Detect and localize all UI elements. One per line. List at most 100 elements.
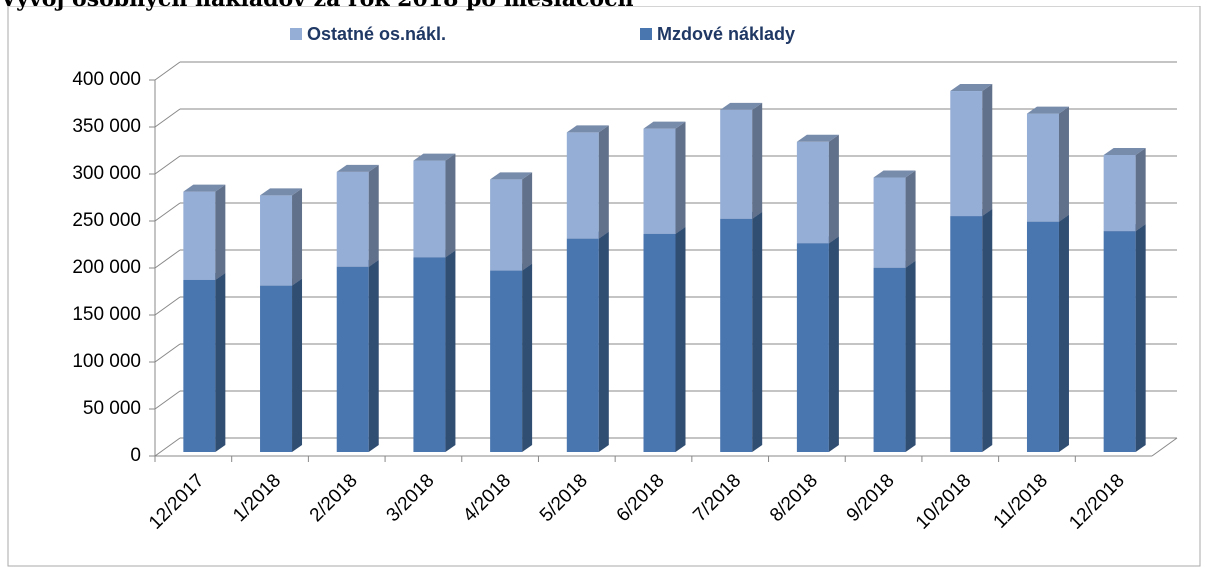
legend-label: Ostatné os.nákl. (307, 24, 446, 44)
bar-side (522, 263, 533, 452)
bar (413, 250, 456, 452)
y-tick-label: 200 000 (72, 257, 141, 278)
grid-line (154, 61, 181, 81)
bar-side (445, 250, 456, 452)
bar (490, 263, 533, 452)
legend-swatch (290, 28, 302, 40)
bar (336, 259, 379, 452)
bar-front (720, 218, 753, 452)
y-tick-label: 150 000 (72, 304, 141, 325)
bar-side (368, 259, 379, 452)
bar-side (522, 172, 533, 271)
bar (720, 211, 763, 452)
bar (873, 260, 916, 452)
bar-side (215, 184, 226, 280)
bar-front (873, 177, 906, 268)
bar (336, 164, 379, 267)
bar-top (566, 125, 609, 133)
bar-front (1103, 154, 1136, 232)
bar-side (215, 272, 226, 452)
bar-front (1026, 113, 1059, 222)
bar-front (413, 257, 446, 452)
bar-front (566, 132, 599, 239)
bar-side (905, 260, 916, 452)
bar-side (598, 231, 609, 452)
bar-front (490, 270, 523, 452)
bar-front (1026, 221, 1059, 452)
bar-front (260, 285, 293, 452)
bar-side (675, 226, 686, 452)
bar-front (1103, 231, 1136, 452)
bar-top (1103, 147, 1146, 155)
bar-top (720, 102, 763, 110)
legend-swatch (640, 28, 652, 40)
bar-side (598, 125, 609, 239)
bar (643, 226, 686, 452)
bar-front (413, 160, 446, 258)
y-tick-label: 0 (130, 445, 141, 466)
bar (183, 184, 226, 280)
bar-front (643, 128, 676, 234)
bar-top (1026, 106, 1069, 114)
y-tick-label: 350 000 (72, 116, 141, 137)
bar-side (828, 236, 839, 452)
bar-side (368, 164, 379, 267)
bar-front (643, 233, 676, 452)
bar-front (796, 243, 829, 452)
bar-side (982, 209, 993, 452)
bar-side (752, 102, 763, 219)
bar (566, 231, 609, 452)
bar-top (796, 134, 839, 142)
bar-side (828, 134, 839, 244)
legend-label: Mzdové náklady (657, 24, 795, 44)
y-tick-label: 300 000 (72, 163, 141, 184)
bar-front (720, 109, 753, 219)
y-tick-label: 50 000 (83, 398, 141, 419)
y-tick-label: 250 000 (72, 210, 141, 231)
bar-side (982, 84, 993, 217)
bar (720, 102, 763, 219)
bar-front (950, 91, 983, 217)
grid-line (154, 202, 181, 222)
bar (1103, 224, 1146, 452)
axis (1151, 437, 1178, 457)
bar-top (413, 153, 456, 161)
bar (950, 209, 993, 452)
bar-top (260, 188, 303, 196)
bar-side (292, 188, 303, 286)
title-band (0, 0, 1208, 6)
bar-front (183, 279, 216, 452)
grid-line (154, 155, 181, 175)
bar-front (796, 141, 829, 244)
bar-top (950, 84, 993, 92)
bar-top (490, 172, 533, 180)
bar-side (752, 211, 763, 452)
bar (873, 170, 916, 268)
bar (260, 278, 303, 452)
bar-front (336, 266, 369, 452)
bar (566, 125, 609, 239)
bar-front (566, 238, 599, 452)
grid-line (154, 108, 181, 128)
bar-front (183, 191, 216, 280)
bar (796, 236, 839, 452)
bar (1026, 214, 1069, 452)
grid-line (154, 249, 181, 269)
y-tick-label: 100 000 (72, 351, 141, 372)
grid-line (154, 390, 181, 410)
bar (413, 153, 456, 258)
grid-line (154, 437, 181, 457)
bar-side (1058, 214, 1069, 452)
bar-side (1058, 106, 1069, 222)
bar (1103, 147, 1146, 232)
chart-title: Vývoj osobných nákladov za rok 2018 po m… (0, 0, 634, 12)
bar-side (1135, 224, 1146, 452)
bar-front (950, 216, 983, 452)
y-tick-label: 400 000 (72, 69, 141, 90)
bar-side (1135, 147, 1146, 232)
bar (950, 84, 993, 217)
bar-front (490, 179, 523, 271)
bar-top (643, 121, 686, 129)
bar (490, 172, 533, 271)
bar-side (445, 153, 456, 258)
